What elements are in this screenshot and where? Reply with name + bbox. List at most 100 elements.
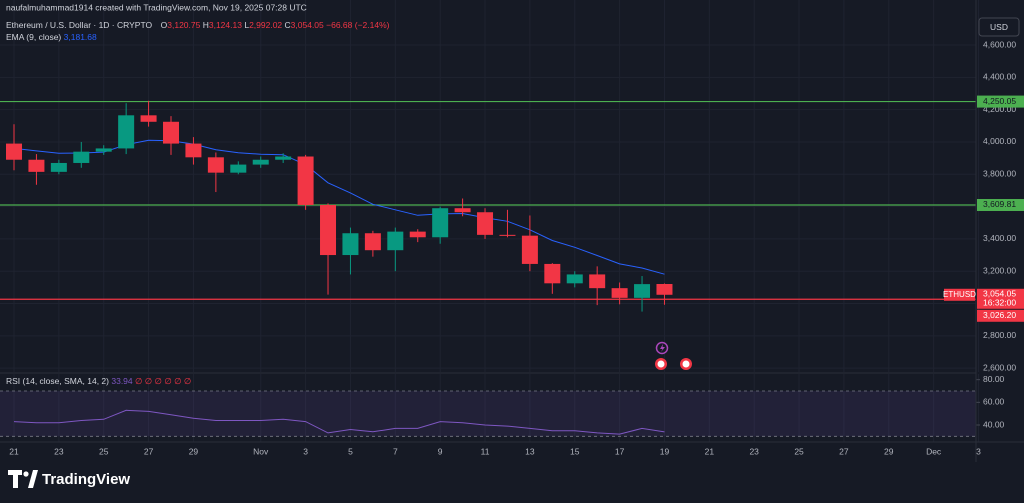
- x-tick-label: 7: [393, 446, 398, 456]
- logo-slash: [28, 470, 38, 488]
- x-tick-label: 3: [303, 446, 308, 456]
- level-tag: [977, 309, 1024, 322]
- candle-body: [499, 234, 516, 236]
- y-tick-label: 3,400.00: [983, 233, 1016, 243]
- marks: [0, 100, 976, 435]
- rsi-name: RSI (14, close, SMA, 14, 2): [6, 376, 109, 386]
- symbol-tag: [944, 288, 975, 301]
- x-tick-label: 5: [348, 446, 353, 456]
- candle-body: [342, 233, 359, 256]
- x-tick-label: 11: [481, 446, 490, 456]
- candle-body: [432, 208, 449, 238]
- labels: 21 23 25 27 29 Nov 3 5 7 9 11 13 15 17 19 21 23 25 27 29 Dec…: [6, 20, 1024, 456]
- x-tick-label: 13: [525, 446, 535, 456]
- x-tick-label: 25: [99, 446, 109, 456]
- candle-body: [656, 284, 673, 295]
- candle-body: [409, 231, 426, 238]
- candle-body: [28, 159, 45, 172]
- candle-body: [634, 284, 651, 298]
- y-tick-label: 2,600.00: [983, 362, 1016, 372]
- event-icon-inner: [682, 360, 690, 368]
- y-tick-label: 4,400.00: [983, 72, 1016, 82]
- candle-body: [589, 274, 606, 289]
- x-tick-label: 29: [884, 446, 894, 456]
- level-label: 3,609.81: [983, 199, 1016, 209]
- x-tick-label: Nov: [253, 446, 269, 456]
- candle-body: [477, 212, 494, 235]
- brand-logo: TradingView: [8, 470, 130, 488]
- x-tick-label: 3: [976, 446, 981, 456]
- last-price-tag: [977, 288, 1024, 309]
- ohlc-key: C: [285, 20, 291, 30]
- y-tick-label: 3,800.00: [983, 169, 1016, 179]
- candle-body: [73, 151, 90, 163]
- candle-body: [230, 164, 247, 173]
- candle-body: [163, 121, 180, 144]
- x-tick-label: 9: [438, 446, 443, 456]
- candle-body: [611, 288, 628, 298]
- x-tick-label: Dec: [926, 446, 942, 456]
- rsi-band: [0, 391, 976, 437]
- candle-body: [320, 204, 337, 256]
- candle-body: [454, 208, 471, 213]
- last-price-label: 3,054.05: [983, 289, 1016, 299]
- level-label: 3,026.20: [983, 310, 1016, 320]
- ohlc-key: L: [244, 20, 249, 30]
- rsi-extra: ∅ ∅ ∅ ∅ ∅ ∅: [135, 376, 192, 386]
- x-tick-label: 27: [839, 446, 849, 456]
- level-tag: [977, 95, 1024, 108]
- ohlc-value: 2,992.02: [249, 20, 282, 30]
- candle-body: [118, 115, 135, 149]
- x-tick-label: 29: [189, 446, 199, 456]
- ohlc-key: H: [203, 20, 209, 30]
- currency-label: USD: [990, 22, 1008, 32]
- y-tick-label: 4,200.00: [983, 104, 1016, 114]
- ohlc-value: 3,054.05: [291, 20, 324, 30]
- grid: [0, 0, 980, 442]
- event-icon-glyph: [660, 344, 665, 352]
- candle-body: [6, 143, 22, 160]
- x-tick-label: 25: [794, 446, 804, 456]
- candle-body: [364, 233, 381, 251]
- brand-name: TradingView: [42, 471, 130, 488]
- candle-body: [95, 148, 112, 152]
- countdown: 16:32:00: [983, 298, 1016, 308]
- event-icons: [655, 341, 692, 370]
- candle-body: [50, 162, 67, 172]
- logo-mark: [8, 470, 22, 488]
- y-tick-label: 4,600.00: [983, 39, 1016, 49]
- candle-body: [387, 231, 404, 251]
- candle-body: [185, 143, 202, 158]
- symbol: Ethereum / U.S. Dollar · 1D · CRYPTO: [6, 20, 153, 30]
- y-tick-label: 2,800.00: [983, 330, 1016, 340]
- x-tick-label: 19: [660, 446, 670, 456]
- x-tick-label: 21: [705, 446, 715, 456]
- rsi-value: 33.94: [111, 376, 133, 386]
- level-label: 4,250.05: [983, 96, 1016, 106]
- candle-body: [207, 157, 224, 173]
- event-icon-inner: [657, 360, 665, 368]
- rsi-legend: RSI (14, close, SMA, 14, 2) 33.94 ∅ ∅ ∅ …: [6, 376, 192, 386]
- ema-legend: EMA (9, close) 3,181.68: [6, 32, 97, 42]
- ohlc-value: 3,124.13: [209, 20, 242, 30]
- x-tick-label: 21: [9, 446, 19, 456]
- logo-dot: [23, 471, 29, 477]
- rsi-line: [13, 409, 665, 435]
- candle-body: [140, 115, 157, 122]
- candle-body: [544, 263, 561, 284]
- candle-body: [521, 235, 538, 264]
- price-legend: Ethereum / U.S. Dollar · 1D · CRYPTO O3,…: [6, 20, 390, 30]
- x-tick-label: 27: [144, 446, 154, 456]
- attribution: naufalmuhammad1914 created with TradingV…: [6, 2, 307, 12]
- level-tag: [977, 198, 1024, 211]
- currency-button[interactable]: [978, 17, 1020, 37]
- x-tick-label: 23: [54, 446, 64, 456]
- y-tick-label: 3,200.00: [983, 265, 1016, 275]
- candle-body: [566, 274, 583, 284]
- y-tick-label: 60.00: [983, 397, 1005, 407]
- change: −66.68 (−2.14%): [326, 20, 389, 30]
- x-tick-label: 23: [749, 446, 759, 456]
- y-tick-label: 80.00: [983, 374, 1005, 384]
